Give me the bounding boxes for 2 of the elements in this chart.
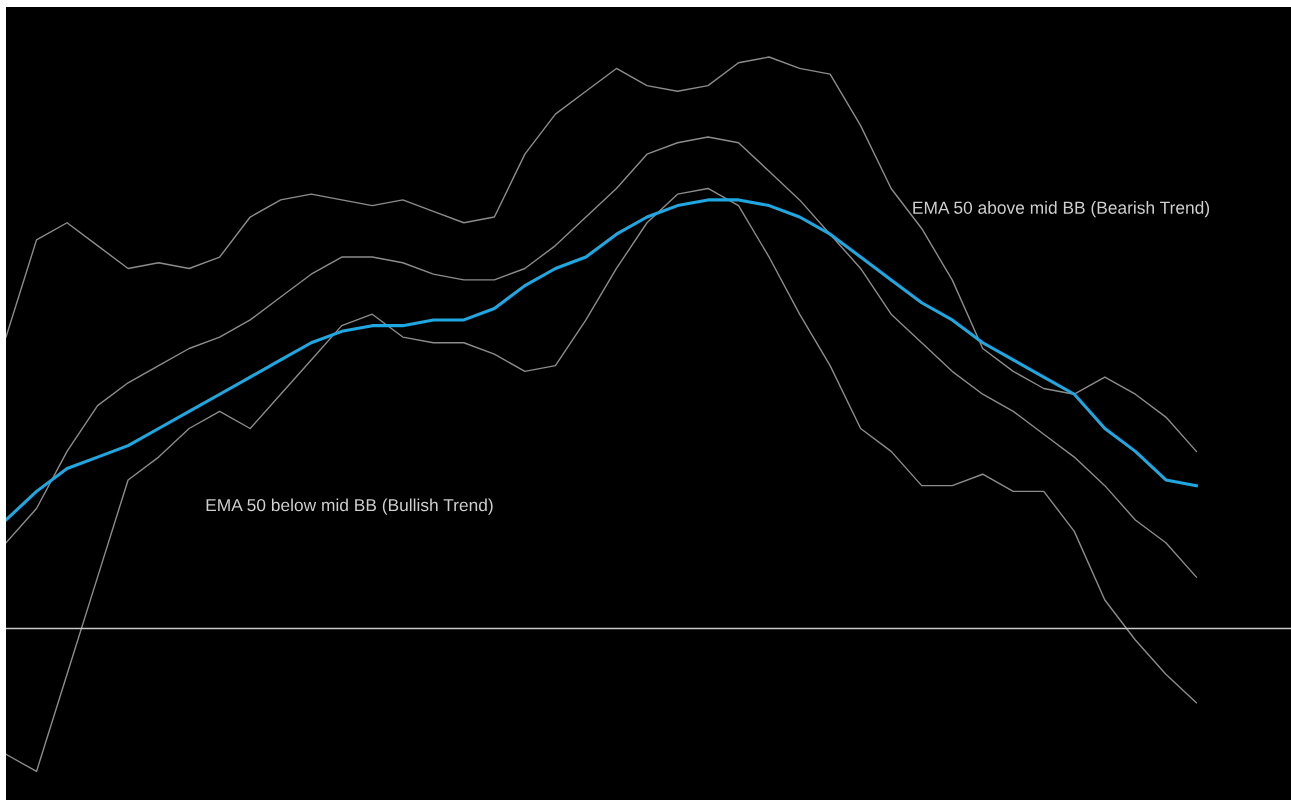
annotation: EMA 50 above mid BB (Bearish Trend) bbox=[913, 201, 1210, 218]
annotation: EMA 50 below mid BB (Bullish Trend) bbox=[206, 498, 493, 515]
